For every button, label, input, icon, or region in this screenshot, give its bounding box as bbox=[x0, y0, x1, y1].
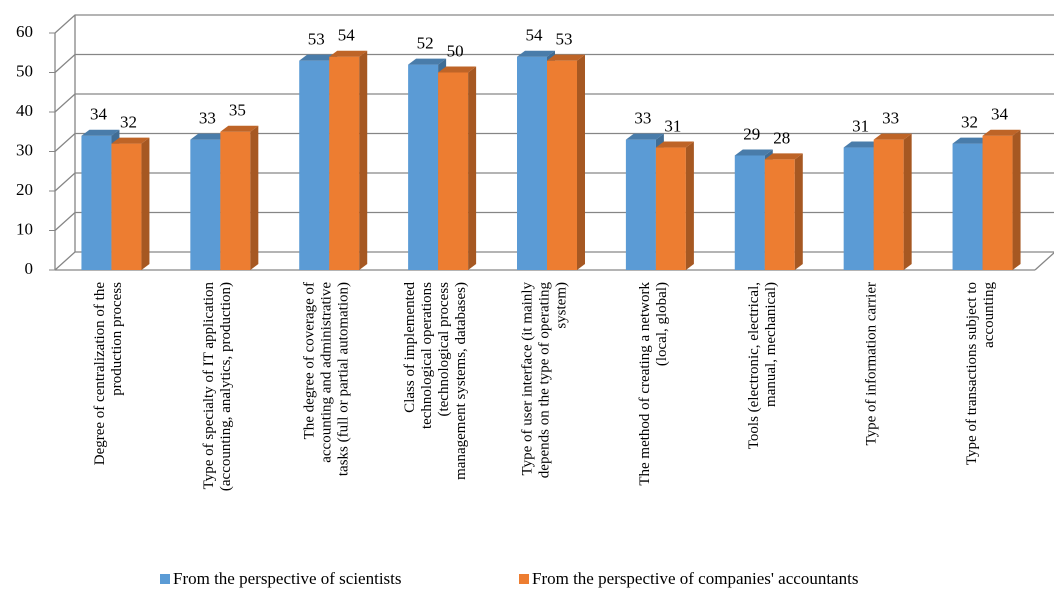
bar bbox=[982, 135, 1013, 270]
bar bbox=[299, 60, 330, 271]
bar-top bbox=[190, 133, 229, 140]
legend-entry: From the perspective of scientists bbox=[160, 569, 402, 589]
value-label: 31 bbox=[852, 116, 869, 135]
y-tick-label: 40 bbox=[16, 101, 33, 120]
bar-top bbox=[438, 66, 477, 73]
value-label: 33 bbox=[634, 109, 651, 128]
x-tick-label: Type of user interface (it mainly depend… bbox=[519, 282, 570, 479]
value-label: 54 bbox=[526, 26, 544, 45]
value-label: 53 bbox=[308, 30, 325, 49]
bar bbox=[734, 155, 765, 270]
bar bbox=[547, 60, 577, 271]
bar-side bbox=[685, 141, 694, 270]
legend-entry: From the perspective of companies' accou… bbox=[519, 569, 858, 589]
x-tick-label: Type of specialty of IT application (acc… bbox=[201, 282, 235, 492]
bar bbox=[843, 147, 874, 270]
value-label: 32 bbox=[120, 113, 137, 132]
bar-top bbox=[329, 50, 368, 57]
bar bbox=[81, 135, 112, 270]
value-label: 50 bbox=[447, 41, 464, 60]
bar-side bbox=[468, 66, 477, 270]
bar-top bbox=[517, 50, 555, 57]
bar-side bbox=[359, 50, 368, 271]
y-tick-label: 0 bbox=[25, 259, 34, 278]
bar-top bbox=[625, 133, 664, 140]
bar bbox=[764, 159, 795, 270]
bar-top bbox=[843, 141, 882, 148]
bar bbox=[517, 56, 547, 271]
y-tick-label: 20 bbox=[16, 180, 33, 199]
x-tick-label: The degree of coverage of accounting and… bbox=[301, 282, 352, 477]
legend-label: From the perspective of scientists bbox=[173, 569, 402, 588]
legend-swatch bbox=[160, 574, 170, 584]
bar-top bbox=[952, 137, 991, 144]
bar-side bbox=[794, 153, 803, 270]
bar bbox=[625, 139, 656, 270]
bar-top bbox=[982, 129, 1021, 136]
bar bbox=[655, 147, 686, 270]
x-tick-label: The method of creating a network (local,… bbox=[636, 282, 670, 486]
bar-side bbox=[1012, 129, 1021, 270]
bar-top bbox=[81, 129, 120, 136]
bar bbox=[438, 72, 469, 270]
grid-line bbox=[54, 14, 1054, 34]
x-tick-label: Type of transactions subject to accounti… bbox=[963, 282, 997, 466]
bar-side bbox=[141, 137, 150, 270]
y-tick-label: 50 bbox=[16, 61, 33, 80]
bar bbox=[220, 131, 251, 270]
bar-top bbox=[655, 141, 694, 148]
bar bbox=[190, 139, 221, 270]
x-tick-label: Tools (electronic, electrical, manual, m… bbox=[745, 282, 779, 450]
value-label: 34 bbox=[90, 105, 108, 124]
value-label: 34 bbox=[991, 105, 1009, 124]
bar-side bbox=[250, 125, 259, 270]
x-tick-label: Degree of centralization of the producti… bbox=[92, 282, 126, 466]
bar bbox=[329, 56, 360, 271]
bar bbox=[408, 64, 439, 270]
legend-label: From the perspective of companies' accou… bbox=[532, 569, 859, 588]
value-label: 35 bbox=[229, 101, 246, 120]
value-label: 33 bbox=[882, 109, 899, 128]
value-label: 32 bbox=[961, 113, 978, 132]
bar bbox=[873, 139, 904, 270]
bar-side bbox=[903, 133, 912, 270]
x-tick-label: Class of implemented technological opera… bbox=[402, 282, 470, 480]
bar-top bbox=[547, 54, 585, 61]
bar-top bbox=[408, 58, 447, 65]
bar-top bbox=[764, 153, 803, 160]
value-label: 31 bbox=[664, 116, 681, 135]
value-label: 33 bbox=[199, 109, 216, 128]
legend-swatch bbox=[519, 574, 529, 584]
value-label: 29 bbox=[743, 124, 760, 143]
x-tick-label: Type of information carrier bbox=[863, 282, 880, 446]
value-label: 54 bbox=[338, 26, 356, 45]
bar-top bbox=[299, 54, 338, 61]
value-label: 52 bbox=[417, 34, 434, 53]
bar-top bbox=[111, 137, 150, 144]
bar-top bbox=[734, 149, 773, 156]
y-tick-label: 10 bbox=[16, 219, 33, 238]
value-label: 53 bbox=[556, 30, 573, 49]
bar-top bbox=[220, 125, 259, 132]
bar-top bbox=[873, 133, 912, 140]
floor-line bbox=[1034, 252, 1054, 271]
bar-side bbox=[577, 54, 585, 271]
value-label: 28 bbox=[773, 128, 790, 147]
bar bbox=[952, 143, 983, 270]
y-tick-label: 30 bbox=[16, 140, 33, 159]
y-tick-label: 60 bbox=[16, 22, 33, 41]
bar bbox=[111, 143, 142, 270]
